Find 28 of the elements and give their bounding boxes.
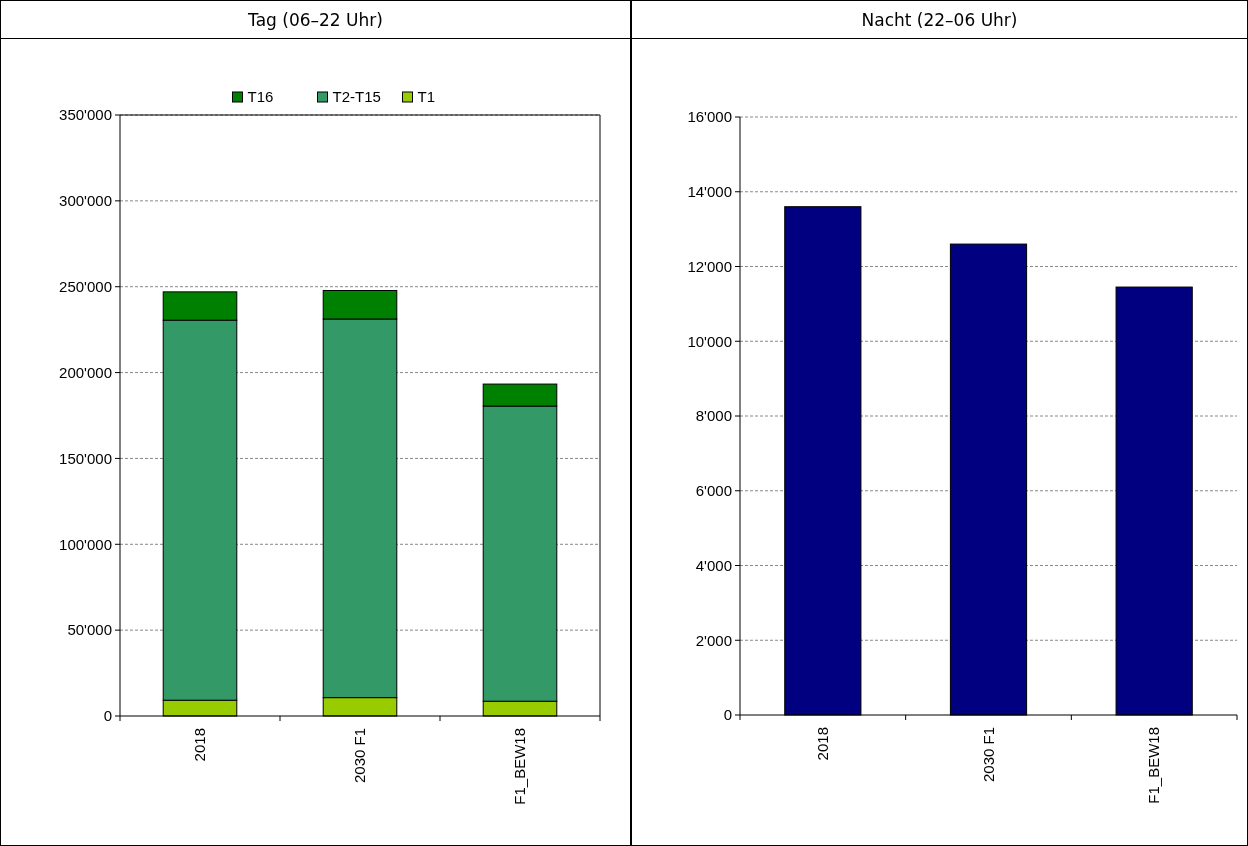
x-tick-label: 2030 F1 (351, 728, 369, 784)
y-tick-label: 50'000 (67, 621, 112, 639)
y-tick-label: 12'000 (687, 257, 732, 275)
y-tick-label: 300'000 (59, 192, 112, 210)
y-tick-label: 0 (723, 706, 732, 724)
y-tick-label: 0 (103, 707, 112, 725)
x-tick-label: 2030 F1 (979, 727, 997, 783)
chart-title: Nacht (22–06 Uhr) (861, 10, 1018, 30)
y-tick-label: 2'000 (695, 631, 732, 649)
y-tick-label: 150'000 (59, 449, 112, 467)
x-tick-label: F1_BEW18 (1145, 727, 1163, 804)
y-tick-label: 10'000 (687, 332, 732, 350)
y-tick-label: 250'000 (59, 277, 112, 295)
legend-label: T2-T15 (332, 88, 381, 106)
y-tick-label: 100'000 (59, 535, 112, 553)
y-tick-label: 200'000 (59, 363, 112, 381)
x-tick-label: 2018 (814, 727, 832, 761)
x-tick-label: 2018 (191, 728, 209, 762)
y-tick-label: 6'000 (695, 482, 732, 499)
legend-label: T1 (417, 88, 436, 106)
x-tick-label: F1_BEW18 (511, 728, 529, 805)
y-tick-label: 350'000 (59, 106, 112, 124)
y-tick-label: 16'000 (687, 108, 732, 126)
legend-label: T16 (247, 88, 274, 106)
chart-title: Tag (06–22 Uhr) (247, 10, 383, 30)
y-tick-label: 8'000 (695, 407, 732, 425)
y-tick-label: 14'000 (687, 183, 732, 200)
y-tick-label: 4'000 (695, 556, 732, 574)
